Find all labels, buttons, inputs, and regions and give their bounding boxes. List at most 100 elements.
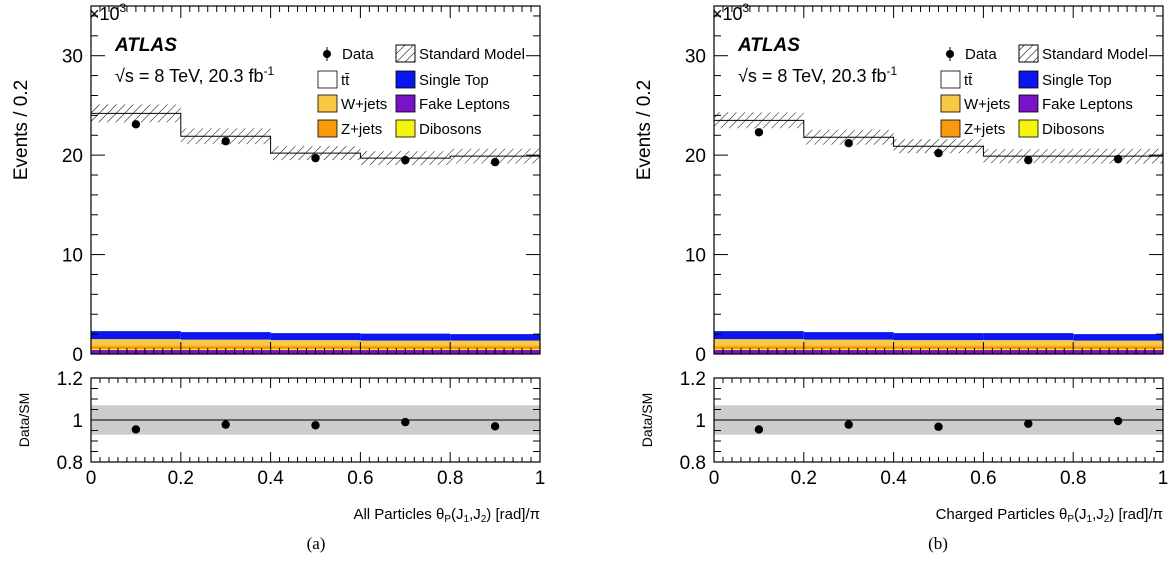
stack-bar-zjets <box>803 346 894 350</box>
ratio-point <box>844 420 853 429</box>
data-point <box>401 155 410 165</box>
stack-bar-zjets <box>360 346 451 350</box>
stack-bar-wjets <box>1073 340 1163 347</box>
energy-lumi-text: √s = 8 TeV, 20.3 fb <box>115 66 264 86</box>
ttbar-step-line <box>90 112 541 354</box>
y-tick-label: 10 <box>685 246 706 267</box>
legend-zjets-label: Z+jets <box>341 121 382 138</box>
x-axis-label-mid: ,J <box>1092 506 1104 523</box>
legend-zjets-swatch <box>317 119 338 138</box>
stack-bar-zjets <box>714 346 804 350</box>
legend-dibosons-swatch <box>395 119 416 138</box>
legend-dibosons-label: Dibosons <box>419 121 482 138</box>
ratio-y-tick-label: 1.2 <box>680 369 706 390</box>
x-tick-label: 1 <box>1158 468 1169 489</box>
stack-bar-single-top <box>803 332 894 340</box>
x-axis-label-sub: P <box>444 514 451 525</box>
legend-wjets-swatch <box>317 94 338 113</box>
x-tick-label: 0.2 <box>791 468 817 489</box>
y-scale-exponent: 3 <box>743 1 750 15</box>
stack-bar-zjets <box>1073 346 1163 350</box>
stack-bar-wjets <box>450 340 540 347</box>
ratio-y-tick-label: 1.2 <box>57 369 83 390</box>
x-tick-label: 0.6 <box>347 468 373 489</box>
y-scale-label: ×103 <box>89 1 127 24</box>
y-tick-label: 20 <box>685 146 706 167</box>
legend-ttbar-label: tt̄ <box>964 72 973 89</box>
legend-fake-swatch <box>1018 94 1039 113</box>
lumi-exponent: -1 <box>887 64 898 78</box>
legend-wjets-label: W+jets <box>964 96 1010 113</box>
legend-fake-label: Fake Leptons <box>1042 96 1133 113</box>
stack-bar-wjets <box>360 340 451 347</box>
y-axis-label: Events / 0.2 <box>634 80 655 180</box>
ratio-point <box>1113 416 1123 426</box>
x-axis-label-sub: P <box>1067 514 1074 525</box>
stack-bar-wjets <box>714 339 804 347</box>
y-tick-label: 30 <box>62 47 83 68</box>
y-scale-text: ×10 <box>89 4 120 24</box>
energy-lumi-label: √s = 8 TeV, 20.3 fb-1 <box>738 64 897 86</box>
legend-zjets-label: Z+jets <box>964 121 1005 138</box>
legend-single-top-label: Single Top <box>1042 72 1112 89</box>
y-tick-label: 0 <box>695 345 706 366</box>
legend-wjets-label: W+jets <box>341 96 387 113</box>
legend-dibosons-label: Dibosons <box>1042 121 1105 138</box>
ratio-y-axis-label: Data/SM <box>639 393 655 447</box>
x-tick-label: 0 <box>709 468 720 489</box>
legend-fake-label: Fake Leptons <box>419 96 510 113</box>
ratio-point <box>754 425 764 434</box>
legend-sm-swatch <box>1018 44 1039 63</box>
ratio-y-tick-label: 1 <box>72 411 83 432</box>
x-axis-label-end: ) [rad]/π <box>1109 506 1163 523</box>
x-tick-label: 1 <box>535 468 546 489</box>
ratio-point <box>311 421 320 430</box>
stack-bar-single-top <box>983 333 1074 341</box>
y-tick-label: 20 <box>62 146 83 167</box>
stack-bar-single-top <box>91 331 181 340</box>
ratio-y-tick-label: 0.8 <box>680 453 706 474</box>
stack-bar-single-top <box>714 331 804 340</box>
y-tick-label: 30 <box>685 47 706 68</box>
legend-zjets-swatch <box>940 119 961 138</box>
y-scale-text: ×10 <box>712 4 743 24</box>
caption-a: (a) <box>306 534 326 553</box>
ratio-y-tick-label: 1 <box>695 411 706 432</box>
y-tick-label: 0 <box>72 345 83 366</box>
legend-sm-swatch <box>395 44 416 63</box>
x-tick-label: 0.6 <box>970 468 996 489</box>
legend-ttbar-label: tt̄ <box>341 72 350 89</box>
data-point <box>311 153 320 163</box>
data-point <box>1113 154 1123 164</box>
x-tick-label: 0.2 <box>168 468 194 489</box>
legend-sm-label: Standard Model <box>1042 46 1148 63</box>
stack-bar-zjets <box>270 346 361 350</box>
lumi-exponent: -1 <box>264 64 275 78</box>
ratio-point <box>934 422 943 431</box>
stack-bar-wjets <box>270 340 361 347</box>
legend-fake-swatch <box>395 94 416 113</box>
x-tick-label: 0.8 <box>1060 468 1086 489</box>
stack-bar-zjets <box>450 346 540 350</box>
stack-bar-zjets <box>180 346 271 350</box>
x-axis-label-end: ) [rad]/π <box>486 506 540 523</box>
stack-bar-single-top <box>893 333 984 341</box>
y-scale-label: ×103 <box>712 1 750 24</box>
ratio-y-axis-label: Data/SM <box>16 393 32 447</box>
ratio-point <box>401 417 410 427</box>
x-axis-label-mid: ,J <box>469 506 481 523</box>
stack-bar-wjets <box>91 339 181 347</box>
legend-single-top-label: Single Top <box>419 72 489 89</box>
stack-bar-single-top <box>270 333 361 341</box>
x-axis-label-j2: 2 <box>481 514 487 525</box>
x-axis-label-j1: 1 <box>1087 514 1093 525</box>
data-point <box>490 157 500 167</box>
legend-dibosons-swatch <box>1018 119 1039 138</box>
ttbar-step-line <box>713 119 1164 354</box>
x-axis-label-text: All Particles θ <box>353 506 444 523</box>
ratio-point <box>131 425 141 434</box>
stack-bar-wjets <box>180 339 271 347</box>
